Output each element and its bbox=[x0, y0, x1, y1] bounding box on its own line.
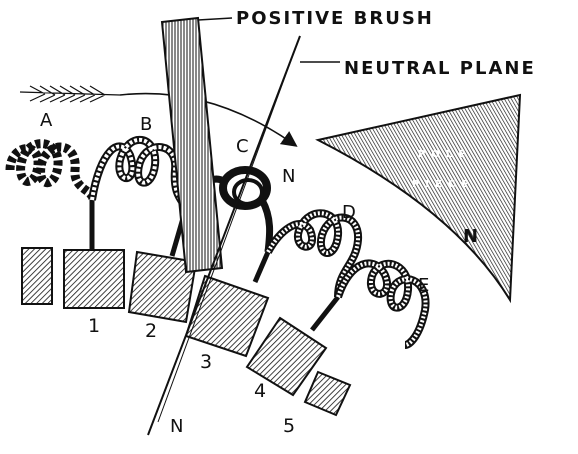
commutator-segment-2 bbox=[127, 250, 198, 324]
feather-tail bbox=[19, 85, 121, 103]
coil-label-a: A bbox=[40, 110, 53, 131]
pole-polarity-label: N bbox=[463, 226, 478, 247]
commutator-segment-5 bbox=[303, 370, 352, 417]
positive-brush bbox=[160, 16, 224, 274]
segment-label-2: 2 bbox=[145, 320, 157, 342]
neutral-label-top: N bbox=[282, 166, 295, 187]
neutral-plane-line-2 bbox=[157, 35, 301, 423]
pole-word-2: PIECE bbox=[412, 179, 474, 190]
rotation-arrow bbox=[119, 92, 298, 147]
positive-brush-label: POSITIVE BRUSH bbox=[236, 8, 434, 29]
coil-label-e: E bbox=[418, 275, 429, 296]
segment-label-3: 3 bbox=[200, 351, 212, 373]
coil-label-b: B bbox=[140, 114, 152, 135]
commutator-segment-1 bbox=[63, 249, 125, 309]
neutral-plane-label: NEUTRAL PLANE bbox=[344, 58, 536, 79]
commutator-segment-3 bbox=[184, 274, 270, 358]
commutator-segment-4 bbox=[245, 316, 328, 397]
commutator-segment-0 bbox=[21, 247, 53, 305]
coil-a bbox=[5, 139, 97, 202]
commutator-segments bbox=[21, 247, 352, 417]
neutral-label-bottom: N bbox=[170, 416, 183, 437]
pole-piece bbox=[315, 93, 522, 304]
segment-label-5: 5 bbox=[283, 415, 295, 437]
segment-label-1: 1 bbox=[88, 315, 100, 337]
segment-label-4: 4 bbox=[254, 380, 266, 402]
coil-label-c: C bbox=[236, 136, 249, 157]
pole-word-1: POLE bbox=[418, 149, 471, 160]
brush-leader bbox=[197, 17, 233, 21]
coil-label-d: D bbox=[342, 202, 356, 223]
neutral-plane-line bbox=[147, 35, 301, 436]
